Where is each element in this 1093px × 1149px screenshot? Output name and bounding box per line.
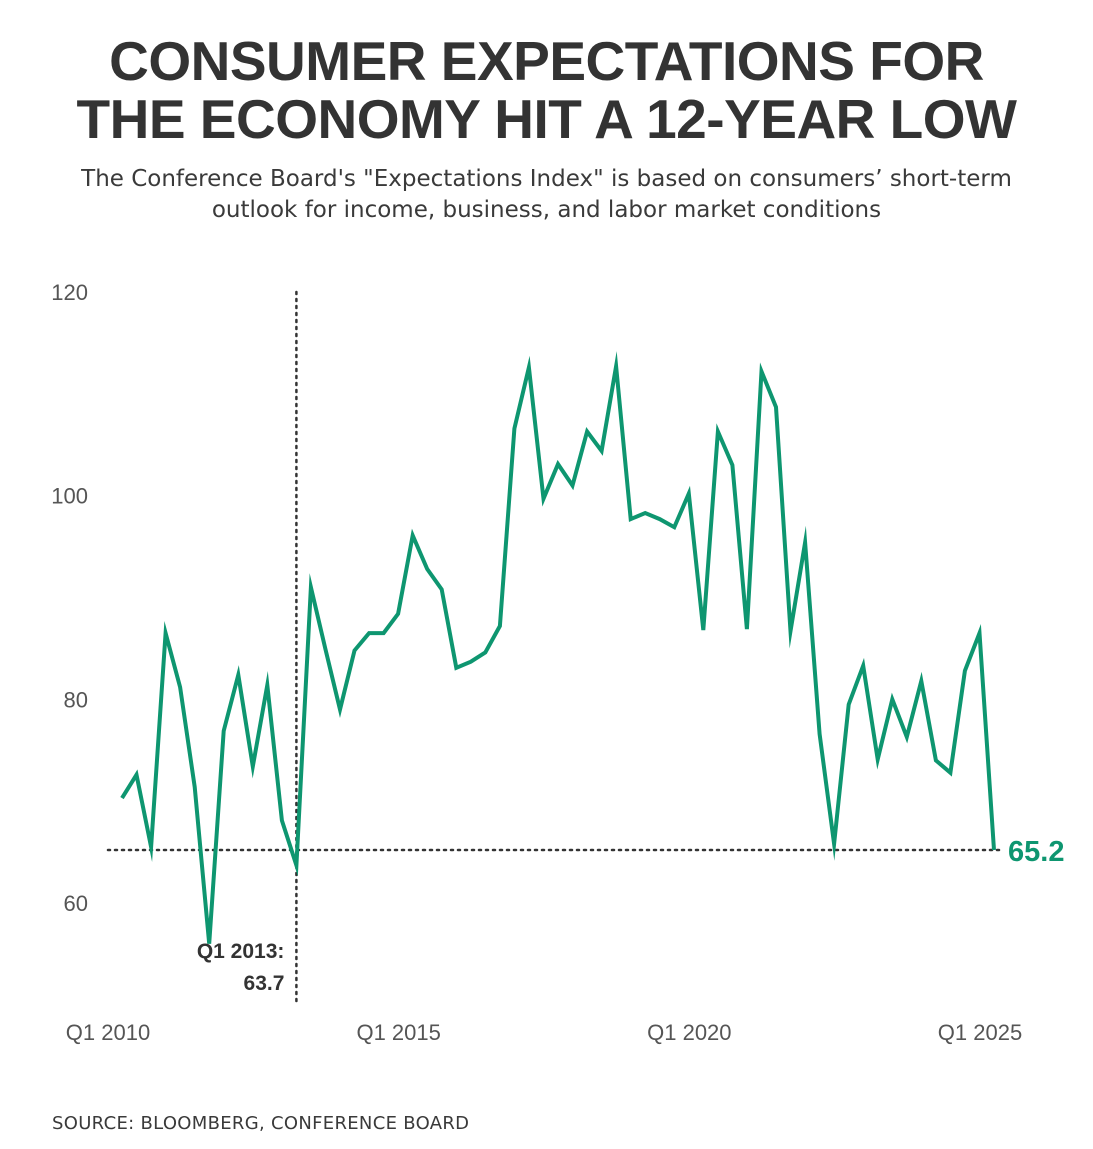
x-tick-label-q1-2015: Q1 2015: [356, 1020, 440, 1045]
annotation-low-value: 63.7: [244, 972, 285, 995]
y-tick-label-80: 80: [64, 687, 88, 712]
chart-title: CONSUMER EXPECTATIONS FOR THE ECONOMY HI…: [0, 32, 1093, 148]
annotation-latest-value: 65.2: [1008, 836, 1064, 868]
y-tick-label-120: 120: [51, 280, 88, 305]
y-tick-label-60: 60: [64, 891, 88, 916]
chart-subtitle: The Conference Board's "Expectations Ind…: [81, 166, 1012, 223]
y-axis-ticks: 60 80 100 120: [51, 280, 88, 916]
annotations: Q1 2013: 63.7 65.2: [197, 836, 1065, 995]
x-tick-label-q1-2025: Q1 2025: [938, 1020, 1022, 1045]
x-tick-label-q1-2020: Q1 2020: [647, 1020, 731, 1045]
chart-title-line-1: CONSUMER EXPECTATIONS FOR: [109, 30, 984, 92]
x-axis-ticks: Q1 2010 Q1 2015 Q1 2020 Q1 2025: [66, 1020, 1022, 1045]
x-tick-label-q1-2010: Q1 2010: [66, 1020, 150, 1045]
y-tick-label-100: 100: [51, 484, 88, 509]
series-line-0: [120, 351, 996, 944]
series-layer: [120, 351, 996, 944]
reference-lines: [106, 290, 1002, 1004]
chart-title-line-2: THE ECONOMY HIT A 12-YEAR LOW: [76, 88, 1017, 150]
source-note: SOURCE: BLOOMBERG, CONFERENCE BOARD: [52, 1113, 470, 1134]
annotation-low-label: Q1 2013:: [197, 940, 285, 963]
